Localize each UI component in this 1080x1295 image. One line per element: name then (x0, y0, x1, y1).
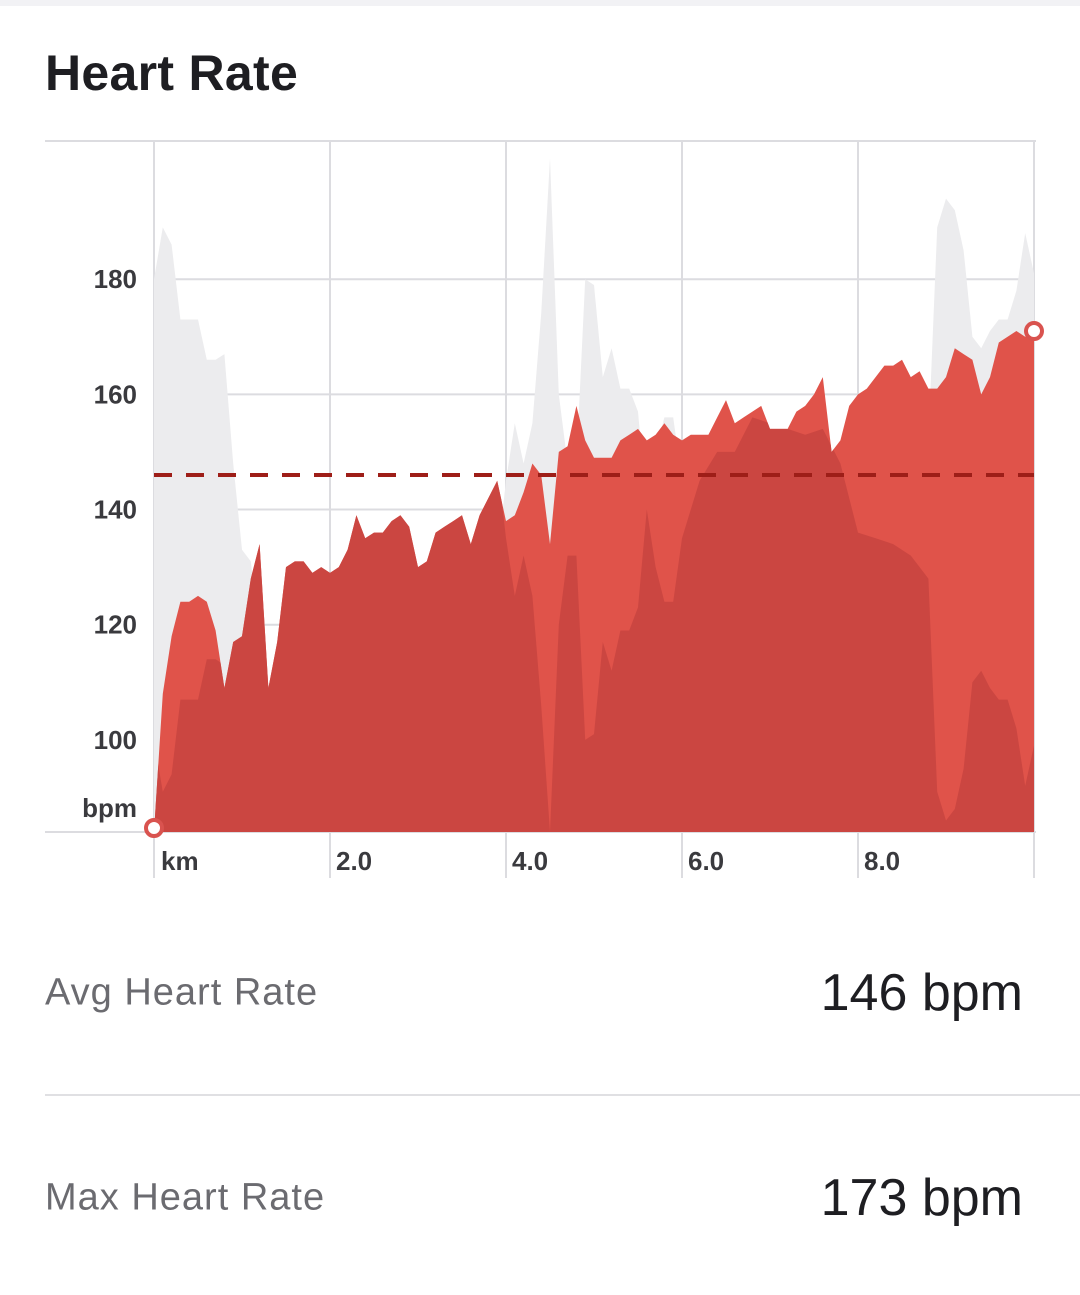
x-tick-label: 6.0 (688, 846, 724, 876)
y-tick-label: 100 (94, 725, 137, 755)
card-title: Heart Rate (45, 45, 299, 101)
marker-layer (144, 321, 1044, 838)
x-tick-label: 2.0 (336, 846, 372, 876)
y-tick-label: 180 (94, 264, 137, 294)
x-axis-unit-label: km (161, 846, 199, 876)
avg-heart-rate-row: Avg Heart Rate 146 bpm (45, 948, 1023, 1038)
y-tick-label: 160 (94, 379, 137, 409)
avg-heart-rate-value: 146 bpm (820, 964, 1023, 1022)
x-tick-label: 8.0 (864, 846, 900, 876)
max-heart-rate-label: Max Heart Rate (45, 1176, 326, 1219)
max-heart-rate-row: Max Heart Rate 173 bpm (45, 1153, 1023, 1243)
max-heart-rate-value: 173 bpm (820, 1169, 1023, 1227)
area-layer (154, 158, 1034, 833)
start-marker (144, 818, 164, 838)
y-axis-unit-label: bpm (82, 793, 137, 823)
y-tick-label: 120 (94, 610, 137, 640)
heart-rate-shade (154, 331, 1034, 832)
x-tick-label: 4.0 (512, 846, 548, 876)
avg-heart-rate-label: Avg Heart Rate (45, 971, 319, 1014)
top-strip (0, 0, 1080, 6)
stats-divider (45, 1094, 1080, 1096)
end-marker (1024, 321, 1044, 342)
y-tick-label: 140 (94, 495, 137, 525)
